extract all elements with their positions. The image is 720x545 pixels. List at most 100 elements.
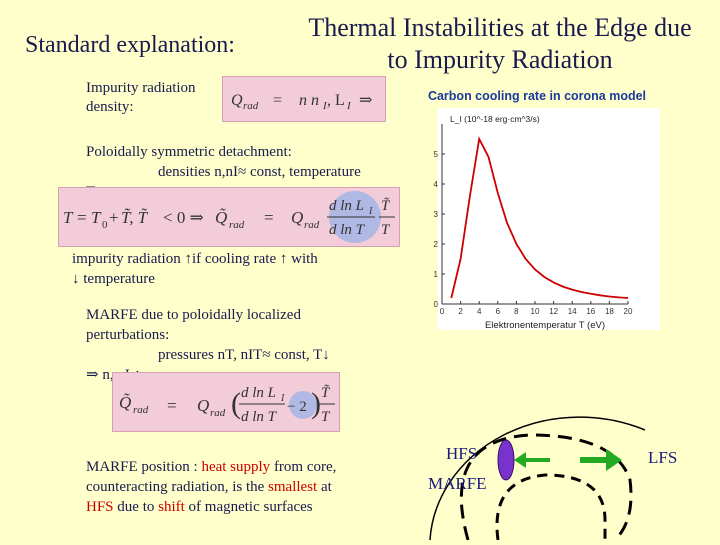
- svg-text:=: =: [77, 208, 87, 227]
- svg-text:T̃, T̃: T̃, T̃: [121, 208, 149, 227]
- marfe-diagram-svg: [429, 416, 646, 542]
- marfe-line-2: perturbations:: [86, 327, 170, 343]
- svg-text:n n: n n: [299, 92, 319, 109]
- hfs-label: HFS: [446, 444, 478, 463]
- shifted-surface-outer: [459, 433, 633, 542]
- svg-text:=: =: [273, 92, 282, 109]
- svg-text:I: I: [368, 206, 373, 217]
- equation-1: Q rad = n n I , L I ⇒: [231, 92, 372, 112]
- chart-x-tick-label: 10: [531, 307, 540, 316]
- svg-text:− 2: − 2: [287, 399, 307, 415]
- position-text-c: from core,: [270, 459, 337, 475]
- svg-text:I: I: [346, 100, 352, 112]
- svg-text:(: (: [231, 387, 241, 420]
- title-line-1: Thermal Instabilities at the Edge due: [308, 13, 692, 42]
- chart-xlabel: Elektronentemperatur T (eV): [485, 320, 605, 331]
- chart-y-tick-label: 5: [434, 150, 439, 159]
- chart-svg: Carbon cooling rate in corona model 0 2 4 6…: [428, 89, 660, 331]
- equation-box-2: T = T 0 + T̃, T̃ < 0 ⇒ Q̃ rad = Q rad d …: [58, 187, 400, 247]
- poloidal-line-1: Poloidally symmetric detachment:: [86, 144, 292, 160]
- hfs-highlight: HFS: [86, 499, 114, 515]
- chart-x-tick-label: 8: [514, 307, 519, 316]
- svg-text:T: T: [321, 409, 331, 425]
- svg-text:Q: Q: [197, 396, 209, 415]
- svg-text:rad: rad: [133, 404, 149, 416]
- marfe-diagram: HFS MARFE LFS: [400, 380, 720, 542]
- svg-text:=: =: [264, 208, 274, 227]
- svg-text:, L: , L: [327, 92, 345, 109]
- lfs-label: LFS: [648, 448, 678, 467]
- svg-text:rad: rad: [304, 219, 320, 231]
- chart-y-tick-label: 4: [434, 180, 439, 189]
- impurity-label-line2: density:: [86, 99, 134, 115]
- title-line-2: to Impurity Radiation: [387, 45, 613, 74]
- radiation-line-1: impurity radiation ↑if cooling rate ↑ wi…: [72, 251, 318, 267]
- title-left: Standard explanation:: [25, 32, 235, 58]
- svg-text:rad: rad: [229, 219, 245, 231]
- svg-text:Q̃: Q̃: [215, 208, 227, 227]
- position-text-3d: of magnetic surfaces: [184, 499, 313, 515]
- marfe-line-1: MARFE due to poloidally localized: [86, 307, 301, 323]
- chart-x-tick-label: 16: [586, 307, 595, 316]
- page-title: Thermal Instabilities at the Edge due to…: [290, 12, 710, 76]
- chart-x-tick-label: 2: [458, 307, 463, 316]
- chart-x-tick-label: 18: [605, 307, 614, 316]
- equation-box-3: Q̃ rad = Q rad ( d ln L I d ln T − 2 ) T…: [112, 372, 340, 432]
- chart-y-tick-label: 3: [434, 210, 439, 219]
- position-line-1: MARFE position : heat supply from core,: [86, 458, 336, 477]
- svg-text:rad: rad: [210, 407, 226, 419]
- svg-text:T: T: [381, 222, 391, 238]
- chart-y-tick-label: 2: [434, 240, 439, 249]
- marfe-label: MARFE: [428, 474, 487, 493]
- shift-highlight: shift: [158, 499, 185, 515]
- svg-text:d ln L: d ln L: [241, 385, 276, 401]
- equation-2: T = T 0 + T̃, T̃ < 0 ⇒ Q̃ rad = Q rad d …: [63, 191, 395, 243]
- svg-text:I: I: [322, 100, 328, 112]
- svg-text:0: 0: [102, 219, 108, 231]
- equation-3: Q̃ rad = Q rad ( d ln L I d ln T − 2 ) T…: [119, 385, 335, 425]
- position-line-2: counteracting radiation, is the smallest…: [86, 478, 332, 497]
- chart-x-tick-label: 0: [440, 307, 445, 316]
- svg-text:Q̃: Q̃: [119, 393, 131, 412]
- svg-text:rad: rad: [243, 100, 259, 112]
- chart-y-tick-label: 1: [434, 270, 439, 279]
- position-line-3: HFS due to shift of magnetic surfaces: [86, 498, 313, 517]
- svg-text:T̃: T̃: [381, 198, 391, 214]
- chart-series-line: [450, 136, 629, 299]
- radiation-line-2: ↓ temperature: [72, 271, 155, 287]
- hfs-arrow-head: [514, 452, 526, 468]
- outer-surface: [429, 416, 646, 541]
- shifted-surface-inner: [495, 473, 607, 541]
- svg-text:< 0 ⇒: < 0 ⇒: [163, 208, 204, 227]
- chart-x-tick-label: 14: [568, 307, 577, 316]
- marfe-line-3: pressures nT, nIT≈ const, T↓: [158, 347, 330, 363]
- chart-x-tick-label: 20: [624, 307, 633, 316]
- position-text-2c: at: [317, 479, 332, 495]
- svg-text:T: T: [63, 208, 74, 227]
- heat-supply-highlight: heat supply: [201, 459, 271, 475]
- equation-box-1: Q rad = n n I , L I ⇒: [222, 76, 386, 122]
- chart-ylabel: L_I (10^-18 erg·cm^3/s): [450, 114, 540, 124]
- svg-text:⇒: ⇒: [359, 92, 372, 109]
- marfe-blob: [497, 439, 515, 481]
- svg-text:Q: Q: [231, 92, 243, 109]
- lfs-arrow-head: [606, 449, 622, 471]
- svg-text:=: =: [167, 396, 177, 415]
- svg-text:T: T: [91, 208, 102, 227]
- position-text-3b: due to: [113, 499, 159, 515]
- chart-title: Carbon cooling rate in corona model: [428, 89, 646, 103]
- chart-x-tick-label: 12: [549, 307, 558, 316]
- svg-text:Q: Q: [291, 208, 303, 227]
- position-text-a: MARFE position :: [86, 459, 202, 475]
- chart-area: [438, 108, 660, 330]
- svg-text:I: I: [280, 393, 285, 404]
- impurity-label: Impurity radiation density:: [86, 79, 196, 117]
- svg-text:d ln L: d ln L: [329, 198, 364, 214]
- svg-text:): ): [311, 387, 321, 420]
- svg-text:d ln T: d ln T: [241, 409, 278, 425]
- svg-text:T̃: T̃: [321, 385, 331, 401]
- chart-x-tick-label: 4: [477, 307, 482, 316]
- position-text-2: counteracting radiation, is the: [86, 479, 269, 495]
- impurity-label-line1: Impurity radiation: [86, 80, 196, 96]
- smallest-highlight: smallest: [268, 479, 318, 495]
